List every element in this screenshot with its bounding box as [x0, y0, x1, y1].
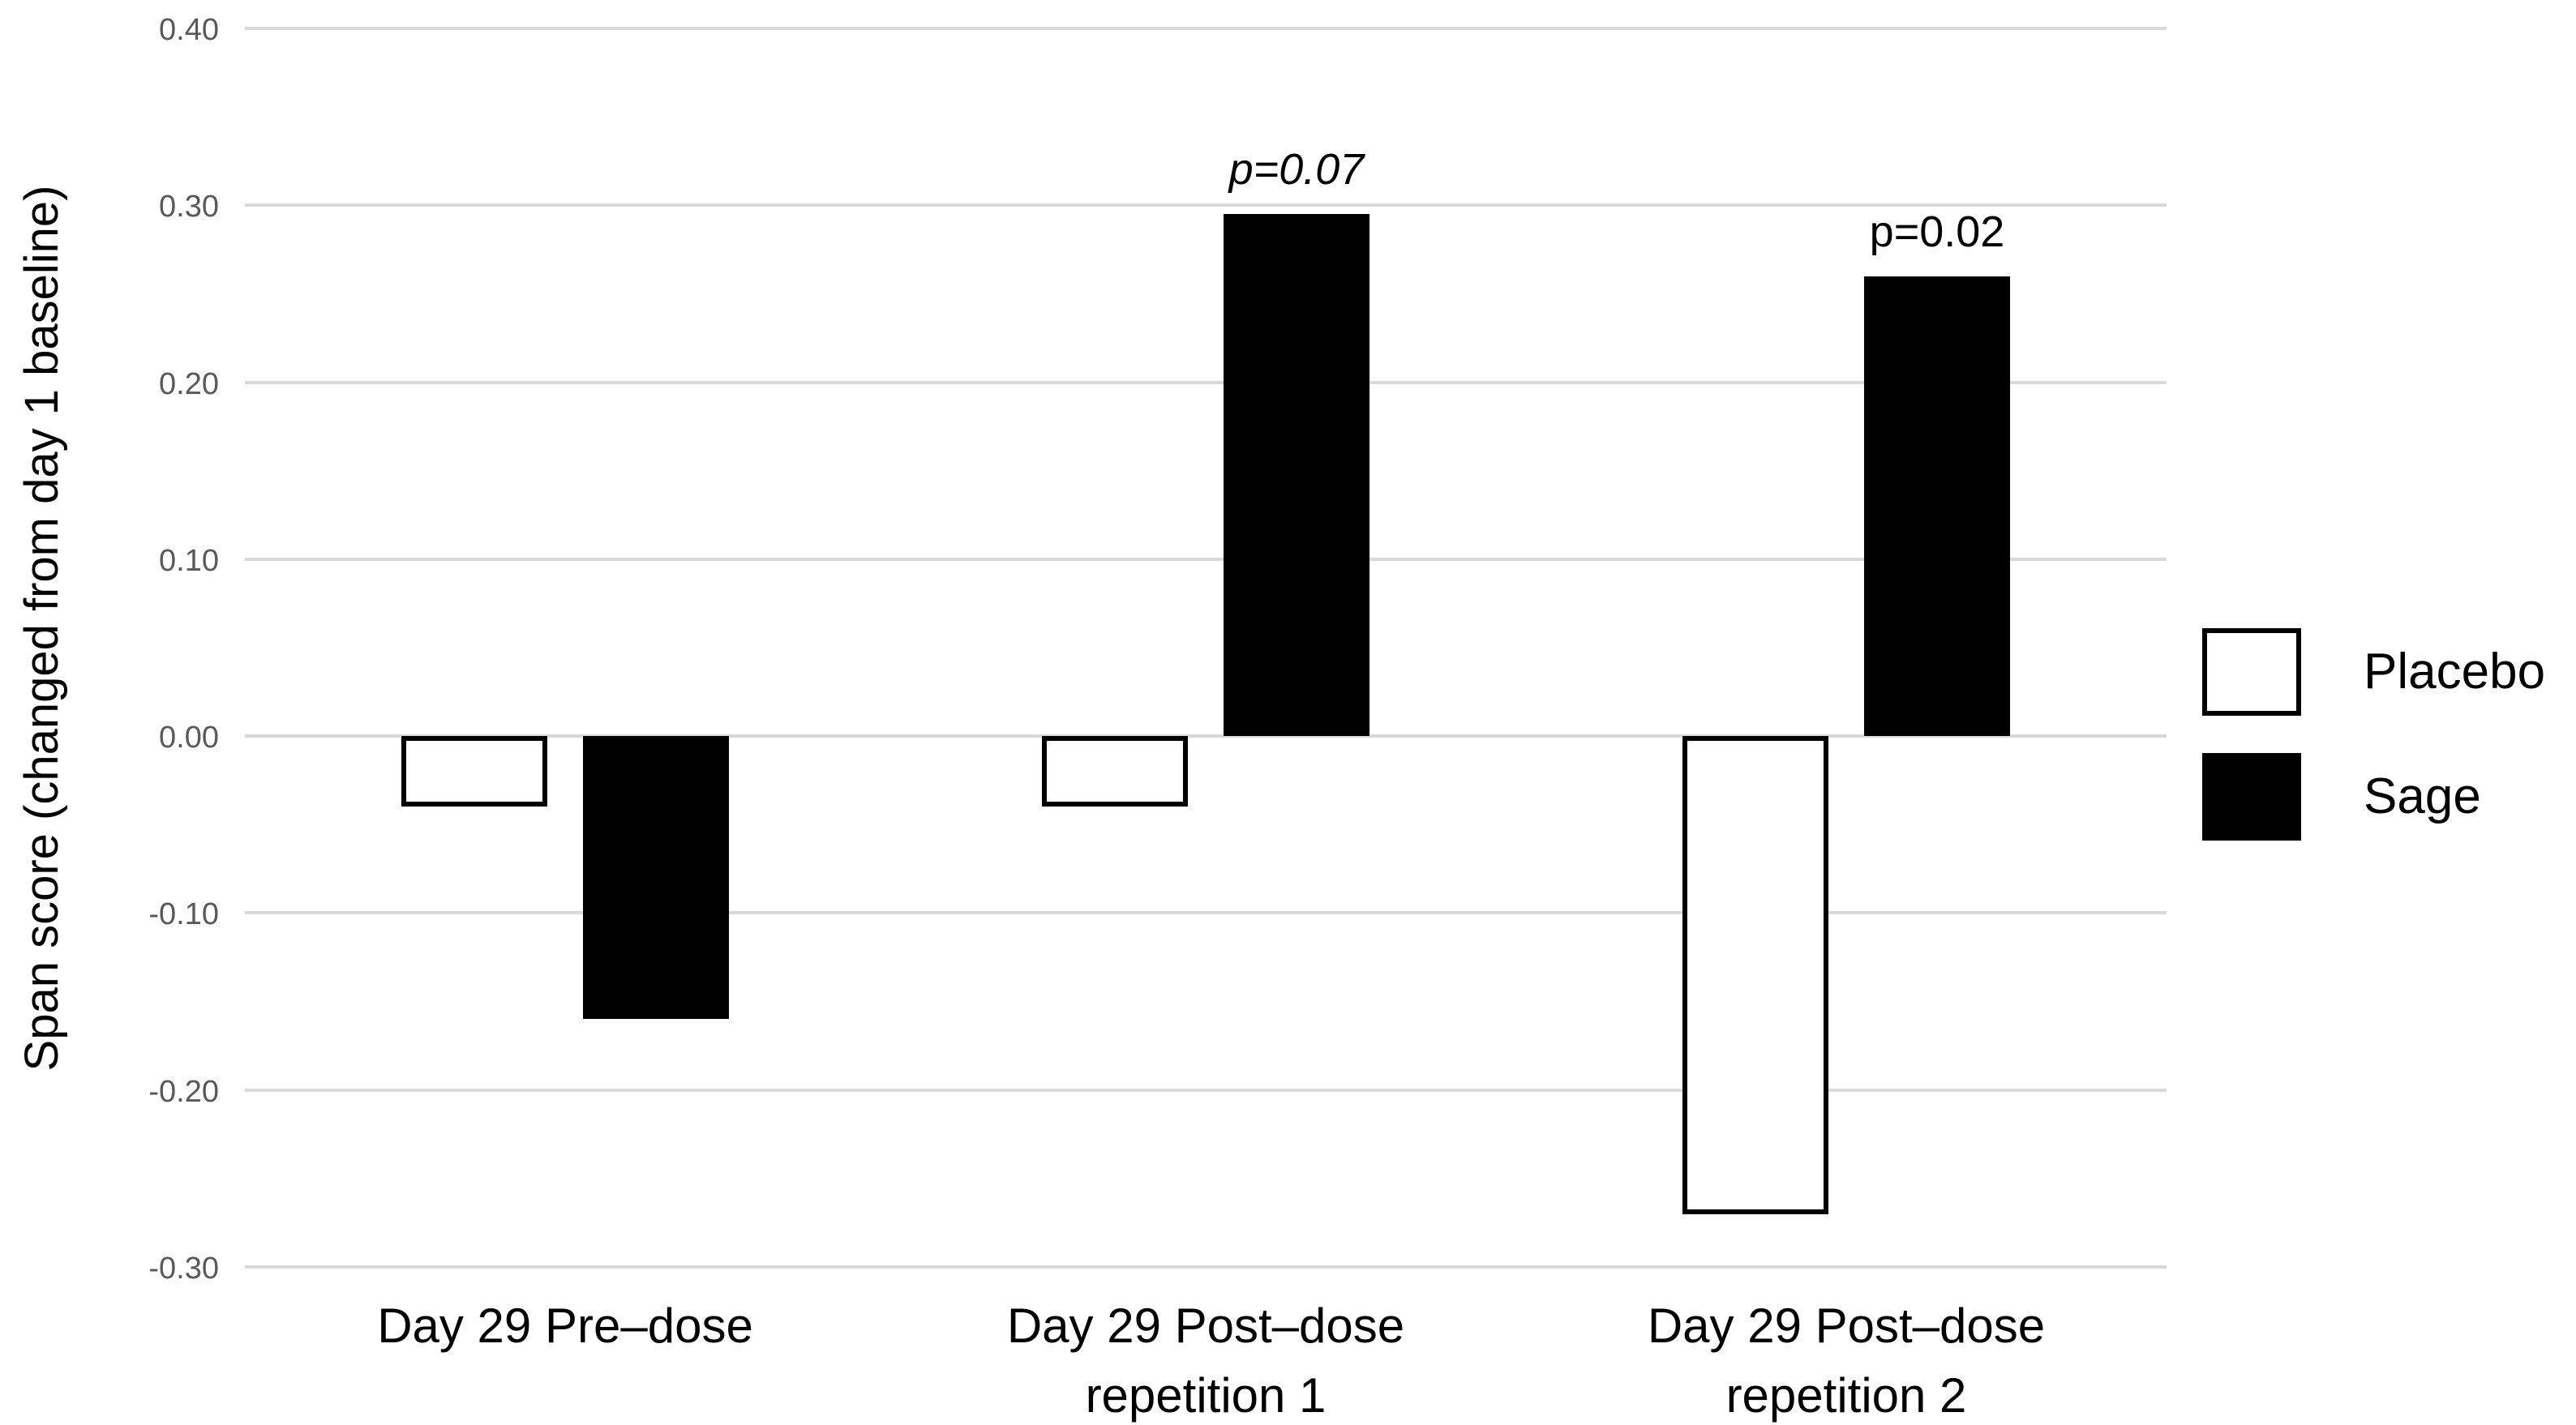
annotation-p-0.02: p=0.02	[1869, 207, 2005, 256]
y-tick-label-0.20: 0.20	[159, 366, 219, 401]
x-axis-label-0: Day 29 Pre–dose	[200, 1291, 930, 1361]
bar-sage-2	[1864, 276, 2010, 737]
x-axis-label-line: Day 29 Post–dose	[1006, 1299, 1405, 1353]
x-axis-label-1: Day 29 Post–dose repetition 1	[841, 1291, 1571, 1425]
y-tick-label--0.20: -0.20	[148, 1074, 219, 1109]
gridline-0.30	[245, 203, 2167, 208]
x-axis-label-line: Day 29 Post–dose	[1647, 1299, 2046, 1353]
gridline--0.20	[245, 1088, 2167, 1092]
gridline-0.40	[245, 27, 2167, 30]
legend: Placebo Sage	[2202, 628, 2576, 841]
y-tick-label-0.40: 0.40	[159, 13, 219, 47]
bar-sage-0	[583, 736, 729, 1020]
gridline--0.30	[245, 1265, 2167, 1269]
y-tick-label--0.30: -0.30	[148, 1252, 219, 1286]
x-axis-label-line: Day 29 Pre–dose	[377, 1299, 753, 1353]
legend-label-placebo: Placebo	[2364, 644, 2546, 700]
gridline-0.20	[245, 380, 2167, 384]
y-tick-label--0.10: -0.10	[148, 897, 219, 932]
bar-placebo-2	[1682, 736, 1828, 1214]
bar-placebo-0	[401, 736, 547, 807]
legend-swatch-sage	[2202, 753, 2301, 841]
y-tick-label-0.00: 0.00	[159, 721, 219, 755]
x-axis-label-line: repetition 1	[1085, 1368, 1327, 1423]
bar-placebo-1	[1042, 736, 1188, 807]
y-axis-title: Span score (changed from day 1 baseline)	[15, 185, 68, 1072]
gridline--0.10	[245, 911, 2167, 915]
annotation-p-0.07: p=0.07	[1228, 145, 1365, 195]
x-axis-label-2: Day 29 Post–dose repetition 2	[1481, 1291, 2211, 1425]
legend-label-sage: Sage	[2364, 768, 2481, 824]
gridline-0.10	[245, 557, 2167, 561]
y-tick-label-0.30: 0.30	[159, 190, 219, 225]
x-axis-label-line: repetition 2	[1725, 1368, 1967, 1423]
y-tick-label-0.10: 0.10	[159, 543, 219, 578]
bar-sage-1	[1224, 214, 1369, 737]
gridline-0.00	[245, 734, 2167, 738]
legend-swatch-placebo	[2202, 628, 2301, 716]
